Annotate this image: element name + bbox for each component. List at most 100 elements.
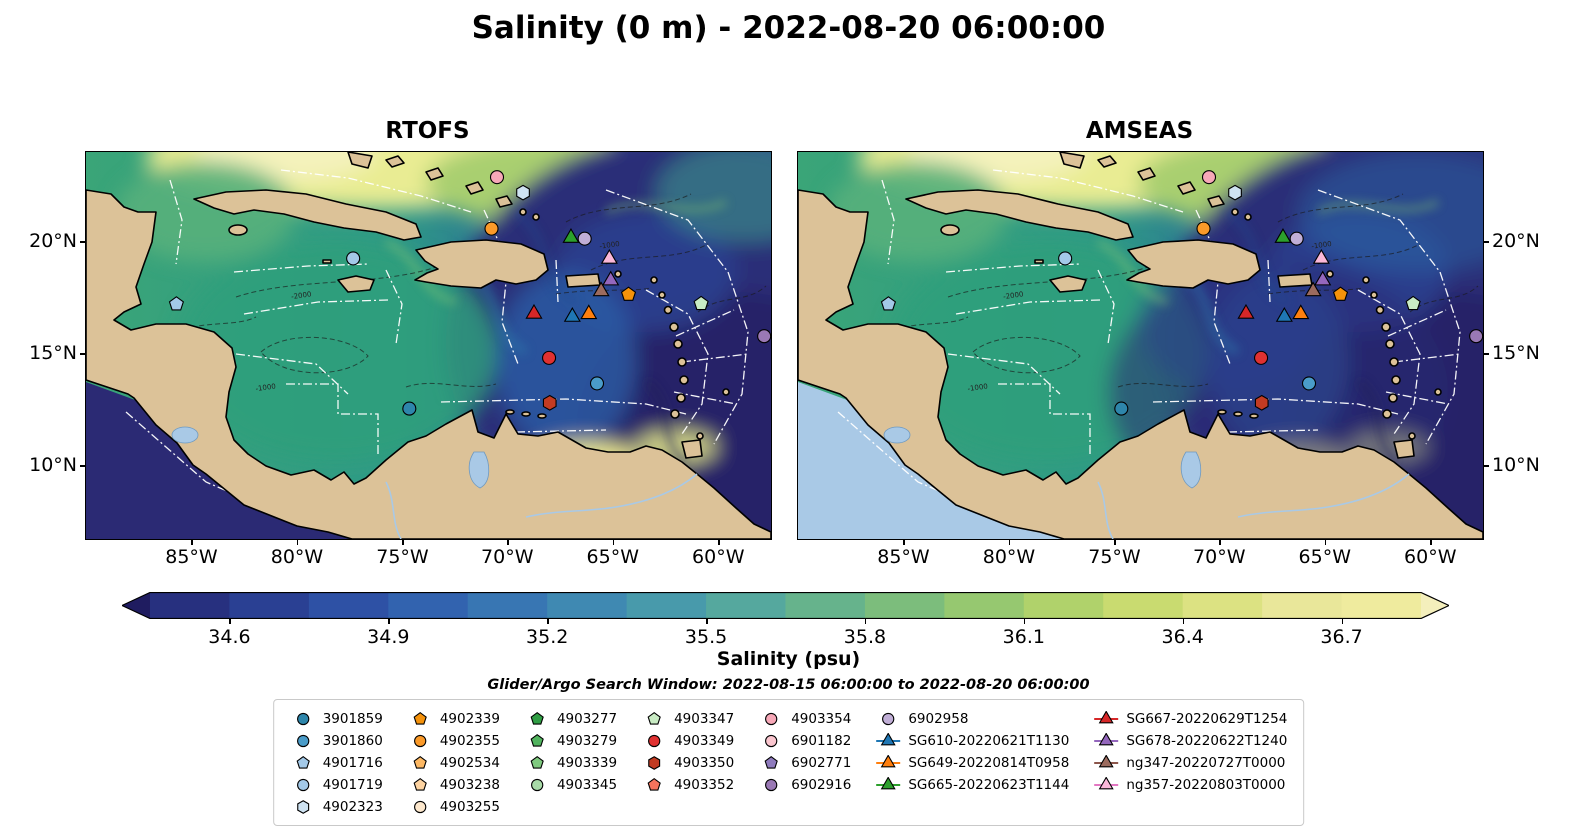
lon-tick-mark <box>191 539 193 545</box>
marker-4903350 <box>1254 394 1269 411</box>
legend-item-4902355: 4902355 <box>407 731 500 750</box>
legend-item-4903279: 4903279 <box>524 731 617 750</box>
marker-4902323 <box>1228 184 1242 201</box>
rtofs-map-image: -1000 -2000 -1000 <box>86 152 771 539</box>
lon-tick-mark <box>296 539 299 545</box>
lon-tick-mark <box>612 539 615 545</box>
colorbar-tick-label: 35.2 <box>526 626 569 648</box>
marker-ng357-20220803T0000 <box>600 248 618 264</box>
lon-tick-label: 85°W <box>165 546 218 568</box>
colorbar: 34.6 34.9 35.2 35.5 35.8 36.1 36.4 36.7 <box>122 592 1449 648</box>
colorbar-tick-label: 36.4 <box>1161 626 1204 648</box>
legend-label: 4903354 <box>791 710 852 727</box>
marker-SG665-20220623T1144 <box>562 228 580 243</box>
legend-label: SG649-20220814T0958 <box>908 754 1070 771</box>
legend-item-SG678-20220622T1240: SG678-20220622T1240 <box>1093 731 1287 750</box>
glider-track-icon <box>1094 732 1119 745</box>
map-panel-amseas: -1000 -2000 -1000 85°W 80°W 75°W 70°W 65°W 60°W… <box>797 151 1540 568</box>
colorbar-gradient <box>122 592 1449 619</box>
lon-tick-mark <box>1114 539 1116 545</box>
float-marker-icon <box>296 799 309 814</box>
map-markers <box>880 170 1483 416</box>
legend-item-4903339: 4903339 <box>524 753 617 772</box>
lat-tick-mark <box>80 465 86 467</box>
marker-6902916 <box>757 329 771 344</box>
float-marker-icon <box>882 712 895 725</box>
legend-item-SG665-20220623T1144: SG665-20220623T1144 <box>875 775 1069 794</box>
lon-tick-label: 75°W <box>376 546 429 568</box>
float-marker-icon <box>765 712 778 725</box>
colorbar-tick-mark <box>1341 619 1344 624</box>
marker-SG610-20220621T1130 <box>563 306 581 322</box>
legend-item-4903277: 4903277 <box>524 709 617 728</box>
lon-tick-mark <box>1008 539 1011 545</box>
legend-label: 3901859 <box>322 710 383 727</box>
lon-tick-label: 60°W <box>1404 546 1457 568</box>
marker-4901716 <box>168 296 184 311</box>
float-marker-icon <box>765 734 778 747</box>
legend-label: ng347-20220727T0000 <box>1126 754 1286 771</box>
map-markers <box>168 170 771 416</box>
lat-tick-mark <box>1483 465 1489 467</box>
legend-label: 4903352 <box>674 776 735 793</box>
legend-item-ng347-20220727T0000: ng347-20220727T0000 <box>1093 753 1287 772</box>
legend-item-3901859: 3901859 <box>290 709 383 728</box>
lat-tick-label: 15°N <box>1492 342 1540 365</box>
colorbar-tick-mark <box>547 619 549 624</box>
marker-SG649-20220814T0958 <box>1292 304 1310 320</box>
marker-4901719 <box>1058 251 1073 266</box>
legend-column: 4903277 4903279 4903339 4903345 <box>524 709 617 794</box>
marker-SG678-20220622T1240 <box>1314 270 1332 286</box>
lat-tick-label: 15°N <box>29 342 77 365</box>
legend-item-6902771: 6902771 <box>758 753 851 772</box>
glider-track-icon <box>876 776 901 789</box>
float-marker-icon <box>648 755 661 770</box>
float-marker-icon <box>530 733 544 747</box>
legend-label: SG610-20220621T1130 <box>908 732 1070 749</box>
legend-item-SG610-20220621T1130: SG610-20220621T1130 <box>875 731 1069 750</box>
float-marker-icon <box>647 711 661 725</box>
legend-item-SG649-20220814T0958: SG649-20220814T0958 <box>875 753 1069 772</box>
marker-3901859 <box>1114 401 1129 416</box>
colorbar-tick-mark <box>864 619 867 624</box>
marker-3901860 <box>1301 376 1317 391</box>
float-marker-icon <box>413 734 426 747</box>
legend-label: 4902534 <box>439 754 500 771</box>
legend-label: 4903350 <box>674 754 735 771</box>
colorbar-tick-mark <box>388 619 390 624</box>
float-marker-icon <box>530 711 544 725</box>
marker-SG610-20220621T1130 <box>1275 306 1293 322</box>
legend-label: 4902339 <box>439 710 500 727</box>
float-marker-icon <box>296 778 309 791</box>
legend-item-4902534: 4902534 <box>407 753 500 772</box>
lon-tick-label: 80°W <box>982 546 1036 568</box>
marker-ng347-20220727T0000 <box>592 281 610 297</box>
colorbar-tick-label: 34.9 <box>367 626 410 648</box>
legend-item-4903255: 4903255 <box>407 797 500 816</box>
legend-item-4903345: 4903345 <box>524 775 617 794</box>
legend-item-4903354: 4903354 <box>758 709 851 728</box>
marker-4903349 <box>542 350 557 365</box>
legend-column: 3901859 3901860 4901716 4901719 4902323 <box>290 709 383 816</box>
marker-4903354 <box>489 170 505 185</box>
legend-label: 4903339 <box>556 754 618 771</box>
marker-4903347 <box>693 295 709 311</box>
legend-item-3901860: 3901860 <box>290 731 383 750</box>
marker-SG667-20220629T1254 <box>525 303 543 319</box>
legend-label: 4903349 <box>674 732 735 749</box>
marker-3901859 <box>402 401 417 416</box>
legend-label: 4903255 <box>439 798 500 815</box>
lat-tick-label: 20°N <box>29 230 77 253</box>
lon-tick-label: 65°W <box>586 546 639 568</box>
float-marker-icon <box>764 755 778 769</box>
contour-label: -1000 <box>599 240 620 251</box>
marker-SG678-20220622T1240 <box>602 270 620 286</box>
legend-column: 4903347 4903349 4903350 4903352 <box>641 709 734 794</box>
legend-item-4903349: 4903349 <box>641 731 734 750</box>
marker-4902339 <box>620 286 637 301</box>
float-marker-icon <box>530 778 544 791</box>
legend-item-4903347: 4903347 <box>641 709 734 728</box>
float-marker-icon <box>413 777 427 791</box>
glider-track-icon <box>876 732 901 745</box>
